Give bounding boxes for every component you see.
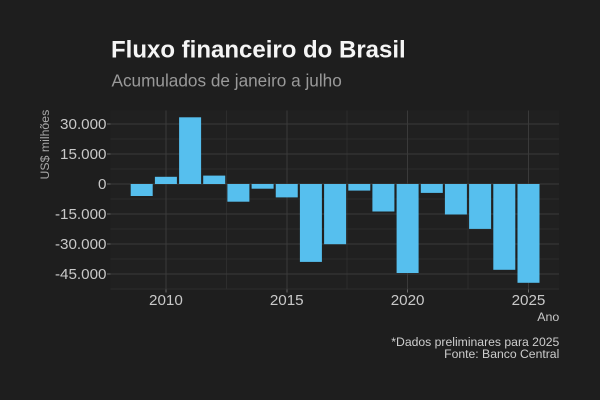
svg-text:2015: 2015 [270,292,304,309]
svg-text:2010: 2010 [149,292,183,309]
svg-text:Fonte: Banco Central: Fonte: Banco Central [444,347,559,361]
svg-text:*Dados preliminares para 2025: *Dados preliminares para 2025 [391,335,559,349]
svg-text:-30.000: -30.000 [55,236,107,253]
svg-text:US$ milhões: US$ milhões [38,110,52,180]
svg-text:0: 0 [98,176,106,193]
svg-text:2020: 2020 [391,292,425,309]
svg-text:-45.000: -45.000 [55,266,107,283]
svg-text:30.000: 30.000 [60,116,106,133]
svg-text:Ano: Ano [537,310,559,324]
svg-text:Acumulados de janeiro a julho: Acumulados de janeiro a julho [112,70,342,90]
svg-text:Fluxo financeiro do Brasil: Fluxo financeiro do Brasil [111,37,406,64]
svg-text:2025: 2025 [512,292,546,309]
svg-text:15.000: 15.000 [60,146,106,163]
svg-text:-15.000: -15.000 [55,206,107,223]
